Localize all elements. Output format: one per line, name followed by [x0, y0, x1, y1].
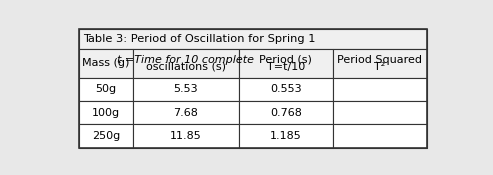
Bar — [79, 49, 133, 78]
Text: 100g: 100g — [92, 108, 120, 118]
Text: t =Time for 10 complete: t =Time for 10 complete — [117, 55, 254, 65]
Text: Mass (g): Mass (g) — [82, 58, 130, 68]
Bar — [333, 78, 426, 101]
Text: Period (s): Period (s) — [259, 55, 312, 65]
Text: Table 3: Period of Oscillation for Spring 1: Table 3: Period of Oscillation for Sprin… — [83, 34, 316, 44]
Bar — [133, 49, 239, 78]
Bar — [133, 124, 239, 148]
Bar — [333, 49, 426, 78]
Bar — [133, 78, 239, 101]
Text: 250g: 250g — [92, 131, 120, 141]
Text: 1.185: 1.185 — [270, 131, 302, 141]
Text: 50g: 50g — [95, 84, 116, 94]
Bar — [239, 101, 333, 124]
Text: T²: T² — [374, 62, 385, 72]
Bar — [239, 78, 333, 101]
Bar — [79, 101, 133, 124]
Bar — [133, 101, 239, 124]
Bar — [333, 101, 426, 124]
Text: 0.553: 0.553 — [270, 84, 302, 94]
Text: Period Squared: Period Squared — [337, 55, 422, 65]
Text: 11.85: 11.85 — [170, 131, 202, 141]
Text: 0.768: 0.768 — [270, 108, 302, 118]
Text: T=t/10: T=t/10 — [267, 62, 305, 72]
Bar — [333, 124, 426, 148]
Bar — [79, 29, 426, 148]
Text: oscillations (s): oscillations (s) — [146, 62, 226, 72]
Bar — [79, 29, 426, 49]
Text: 5.53: 5.53 — [174, 84, 198, 94]
Text: 7.68: 7.68 — [174, 108, 198, 118]
Bar — [79, 78, 133, 101]
Bar — [79, 124, 133, 148]
Bar — [239, 49, 333, 78]
Bar — [239, 124, 333, 148]
